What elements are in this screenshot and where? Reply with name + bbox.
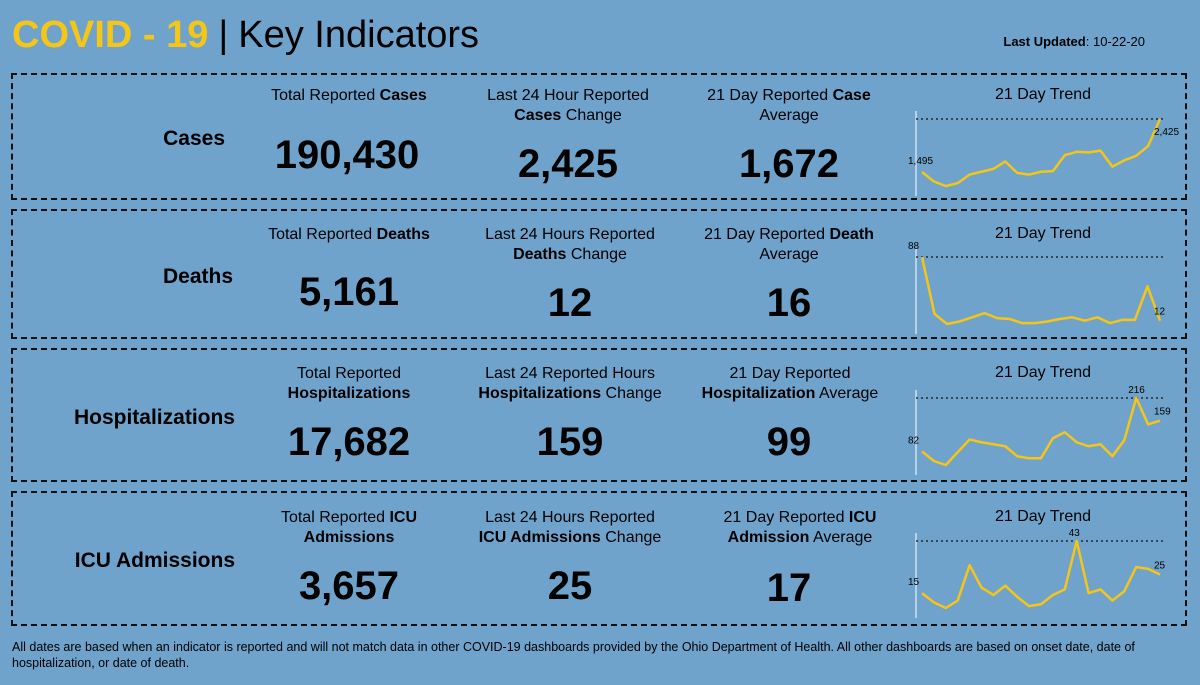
hosp-total-value: 17,682 xyxy=(287,420,411,464)
cases-21d-value: 1,672 xyxy=(738,142,840,186)
cases-trend-sparkline: 1,495 2,425 xyxy=(908,111,1179,196)
sparkline-end-label: 12 xyxy=(1154,307,1166,318)
deaths-24h-value: 12 xyxy=(547,281,593,325)
header-text: Total Reported xyxy=(280,509,390,526)
header-line1: Last 24 Reported Hours xyxy=(485,365,655,382)
sparkline-series xyxy=(921,396,1161,467)
header-line2: Average xyxy=(815,385,879,402)
header-bold: Death xyxy=(829,226,874,243)
hosp-24h-header: Last 24 Reported Hours Hospitalizations C… xyxy=(459,364,681,404)
last-updated-label: Last Updated xyxy=(1003,34,1086,49)
icu-21d-header: 21 Day Reported ICU Admission Average xyxy=(689,508,911,548)
header-line1: Last 24 Hours Reported xyxy=(485,226,655,243)
sparkline-start-label: 1,495 xyxy=(908,156,933,167)
last-updated-value: : 10-22-20 xyxy=(1085,34,1145,49)
deaths-total-value: 5,161 xyxy=(298,270,400,314)
icu-trend-title: 21 Day Trend xyxy=(994,508,1092,525)
header-bold2: Admission xyxy=(727,529,810,546)
row-deaths: Deaths Total Reported Deaths 5,161 Last … xyxy=(11,209,1187,339)
header-bold: Hospitalizations xyxy=(478,385,602,402)
hosp-24h-value: 159 xyxy=(536,420,604,464)
title-covid: COVID - 19 xyxy=(12,14,209,56)
header-line1: Last 24 Hours Reported xyxy=(485,509,655,526)
cases-24h-value: 2,425 xyxy=(517,142,619,186)
title-key-indicators: Key Indicators xyxy=(238,14,480,56)
header-text: 21 Day Reported xyxy=(729,365,851,382)
header-line2: Average xyxy=(759,107,819,124)
cases-total-header: Total Reported Cases xyxy=(249,86,449,106)
header-text: Total Reported xyxy=(296,365,402,382)
header-bold: Deaths xyxy=(376,226,430,243)
icu-total-header: Total Reported ICU Admissions xyxy=(249,508,449,548)
sparkline-start-label: 82 xyxy=(908,435,920,446)
footnote: All dates are based when an indicator is… xyxy=(12,640,1135,670)
deaths-trend-title: 21 Day Trend xyxy=(994,225,1092,242)
deaths-24h-header: Last 24 Hours Reported Deaths Change xyxy=(470,225,670,265)
header-text: Total Reported xyxy=(268,226,377,243)
sparkline-end-label: 2,425 xyxy=(1154,127,1179,138)
icu-total-value: 3,657 xyxy=(298,564,400,608)
row-hospitalizations: Hospitalizations Total Reported Hospitali… xyxy=(11,348,1187,482)
header-text: 21 Day Reported xyxy=(723,509,849,526)
header-line2: Average xyxy=(759,246,819,263)
icu-24h-header: Last 24 Hours Reported ICU Admissions Cha… xyxy=(459,508,681,548)
deaths-21d-header: 21 Day Reported Death Average xyxy=(689,225,889,265)
icu-trend-sparkline: 15 25 43 xyxy=(908,528,1166,618)
row-label-deaths: Deaths xyxy=(162,265,233,288)
header-bold: ICU xyxy=(389,509,418,526)
header-bold: Case xyxy=(832,87,871,104)
deaths-total-header: Total Reported Deaths xyxy=(249,225,449,245)
sparkline-start-label: 88 xyxy=(908,241,920,252)
header-post: Change xyxy=(561,107,622,124)
header-bold: Hospitalizations xyxy=(287,385,411,402)
sparkline-start-label: 15 xyxy=(908,577,920,588)
header-text: Total Reported xyxy=(271,87,380,104)
deaths-trend-sparkline: 88 12 xyxy=(908,241,1166,334)
header-bold: Deaths xyxy=(513,246,567,263)
page-header: COVID - 19 | Key Indicators xyxy=(12,14,479,64)
header-bold: ICU Admissions xyxy=(478,529,601,546)
header-line2: Average xyxy=(809,529,873,546)
sparkline-end-label: 25 xyxy=(1154,561,1166,572)
hosp-trend-title: 21 Day Trend xyxy=(994,364,1092,381)
header-text: 21 Day Reported xyxy=(707,87,833,104)
hosp-21d-value: 99 xyxy=(766,420,812,464)
cases-total-value: 190,430 xyxy=(274,133,420,177)
icu-24h-value: 25 xyxy=(547,564,593,608)
title-separator: | xyxy=(218,14,229,56)
row-label-icu: ICU Admissions xyxy=(74,549,235,572)
hosp-trend-sparkline: 82 159 216 xyxy=(908,385,1171,475)
icu-21d-value: 17 xyxy=(766,566,812,610)
sparkline-max-label: 216 xyxy=(1128,385,1145,396)
row-cases: Cases Total Reported Cases 190,430 Last … xyxy=(11,73,1187,200)
sparkline-max-label: 43 xyxy=(1069,528,1081,539)
deaths-21d-value: 16 xyxy=(766,281,812,325)
sparkline-series xyxy=(920,256,1162,326)
header-post: Change xyxy=(600,529,662,546)
header-bold: Hospitalization xyxy=(701,385,816,402)
header-bold: Cases xyxy=(514,107,562,124)
header-text: 21 Day Reported xyxy=(704,226,830,243)
header-line2: Admissions xyxy=(303,529,395,546)
cases-24h-header: Last 24 Hour Reported Cases Change xyxy=(468,86,668,126)
sparkline-end-label: 159 xyxy=(1154,407,1171,418)
hosp-total-header: Total Reported Hospitalizations xyxy=(249,364,449,404)
header-line1: Last 24 Hour Reported xyxy=(487,87,649,104)
header-post: Change xyxy=(566,246,627,263)
row-icu: ICU Admissions Total Reported ICU Admissi… xyxy=(11,491,1187,626)
cases-21d-header: 21 Day Reported Case Average xyxy=(689,86,889,126)
sparkline-series xyxy=(921,118,1162,188)
hosp-21d-header: 21 Day Reported Hospitalization Average xyxy=(679,364,901,404)
row-label-cases: Cases xyxy=(163,127,225,150)
header-bold: Cases xyxy=(379,87,427,104)
last-updated: Last Updated: 10-22-20 xyxy=(1003,34,1145,49)
row-label-hospitalizations: Hospitalizations xyxy=(73,406,235,429)
cases-trend-title: 21 Day Trend xyxy=(994,86,1092,103)
sparkline-series xyxy=(921,539,1161,610)
header-post: Change xyxy=(601,385,662,402)
header-bold: ICU xyxy=(848,509,877,526)
